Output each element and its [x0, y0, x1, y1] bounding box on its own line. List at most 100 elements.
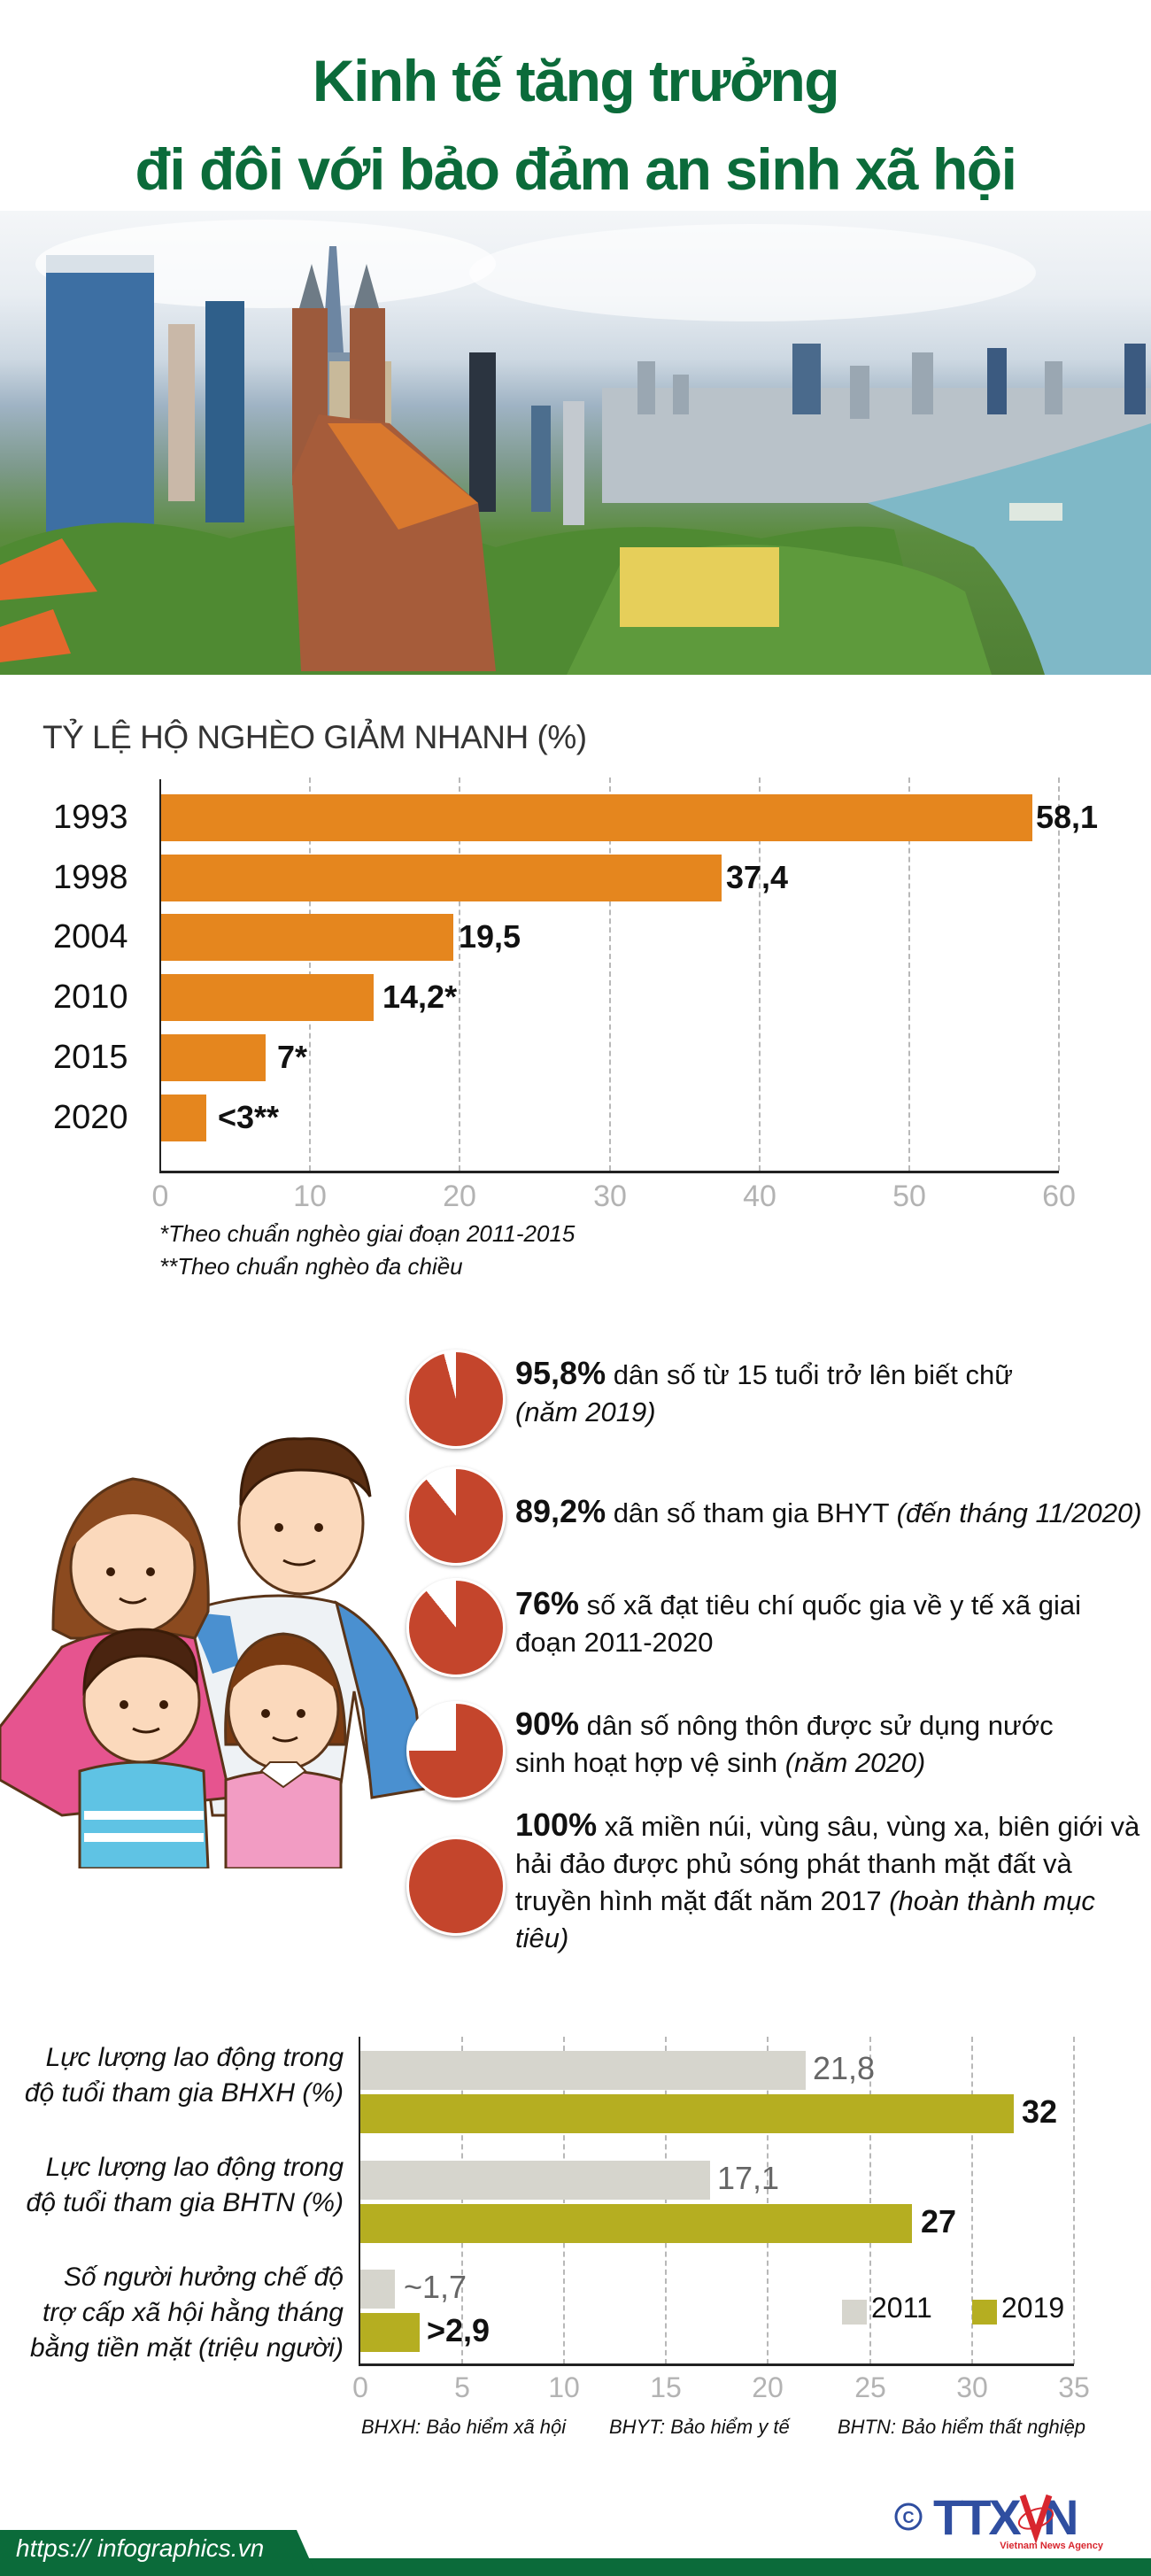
bar-welfare-2019: [360, 2313, 420, 2352]
x-tick: 30: [593, 1180, 627, 1213]
value-label: 7*: [277, 1039, 308, 1075]
value-label-2019: 27: [921, 2203, 957, 2239]
gridline-20: [767, 2037, 769, 2364]
bar-1998: [161, 855, 722, 901]
stat-note: (năm 2019): [515, 1396, 656, 1427]
bar-2015: [161, 1034, 266, 1081]
footnote-2: **Theo chuẩn nghèo đa chiều: [159, 1253, 463, 1280]
x-tick: 60: [1042, 1180, 1076, 1213]
page-title-line2: đi đôi với bảo đảm an sinh xã hội: [135, 136, 1017, 202]
gridline-10: [563, 2037, 565, 2364]
poverty-chart-title: TỶ LỆ HỘ NGHÈO GIẢM NHANH (%): [42, 719, 587, 755]
x-tick: 40: [743, 1180, 776, 1213]
pie-chart-broadcast-coverage: [406, 1837, 506, 1936]
legend-label-2019: 2019: [1001, 2292, 1065, 2324]
footer-url-link[interactable]: https:// infographics.vn: [16, 2534, 265, 2562]
year-label: 2010: [53, 979, 128, 1016]
bar-bhxh-2011: [360, 2051, 806, 2090]
stat-note: (đến tháng 11/2020): [896, 1497, 1142, 1528]
page-title-line1: Kinh tế tăng trưởng: [312, 48, 840, 113]
copyright-icon: [894, 2503, 923, 2531]
value-label-2019: 32: [1022, 2093, 1058, 2130]
family-illustration: [0, 1437, 425, 1868]
value-label-2019: >2,9: [427, 2312, 491, 2348]
gridline-30: [609, 777, 611, 1171]
gridline-50: [908, 777, 910, 1171]
footnote-1: *Theo chuẩn nghèo giai đoạn 2011-2015: [159, 1220, 576, 1247]
pie-chart-literacy: [406, 1350, 506, 1449]
x-tick: 30: [956, 2371, 988, 2403]
gridline-25: [869, 2037, 871, 2364]
value-label: 14,2*: [382, 979, 458, 1015]
bar-1993: [161, 794, 1032, 841]
insurance-y-axis: [359, 2037, 360, 2366]
gridline-60: [1058, 777, 1060, 1171]
gridline-15: [665, 2037, 667, 2364]
stat-percent: 90%: [515, 1706, 580, 1742]
stat-note: (hoàn thành mục tiêu): [515, 1885, 1095, 1953]
insurance-x-axis: [359, 2363, 1074, 2366]
abbreviation-bhxh: BHXH: Bảo hiểm xã hội: [361, 2416, 567, 2438]
gridline-30: [971, 2037, 973, 2364]
x-tick: 15: [650, 2371, 682, 2403]
gridline-35: [1073, 2037, 1075, 2364]
category-label-bhxh: Lực lượng lao động trong độ tuổi tham gi…: [24, 2043, 344, 2108]
svg-text:TTX: TTX: [933, 2489, 1021, 2545]
pie-chart-commune-health: [406, 1578, 506, 1677]
stat-text: dân số nông thôn được sử dụng nước sinh …: [515, 1710, 1054, 1778]
poverty-x-axis: [159, 1171, 1059, 1173]
bar-bhtn-2011: [360, 2161, 710, 2200]
stat-health-insurance: 89,2% dân số tham gia BHYT (đến tháng 11…: [515, 1493, 1151, 1532]
bar-2020: [161, 1095, 206, 1141]
pie-chart-clean-water: [406, 1701, 506, 1800]
x-tick: 20: [752, 2371, 784, 2403]
value-label: 37,4: [726, 859, 789, 895]
stat-percent: 100%: [515, 1806, 598, 1843]
stat-literacy: 95,8% dân số từ 15 tuổi trở lên biết chữ…: [515, 1355, 1135, 1431]
skyline-illustration: [0, 220, 1151, 675]
value-label-2011: 21,8: [813, 2050, 876, 2086]
x-tick: 50: [892, 1180, 926, 1213]
x-tick: 20: [443, 1180, 476, 1213]
year-label: 2015: [53, 1039, 128, 1076]
value-label: <3**: [218, 1099, 280, 1135]
abbreviation-bhtn: BHTN: Bảo hiểm thất nghiệp: [838, 2416, 1086, 2438]
category-label-welfare: Số người hưởng chế độ trợ cấp xã hội hằn…: [30, 2263, 344, 2363]
x-tick: 0: [151, 1180, 169, 1213]
stat-text: dân số từ 15 tuổi trở lên biết chữ: [606, 1359, 1013, 1390]
year-label: 1993: [53, 799, 128, 836]
x-tick: 10: [548, 2371, 580, 2403]
footer-url-tab: [0, 2530, 317, 2576]
x-tick: 5: [454, 2371, 470, 2403]
city-skyline-photo: [0, 211, 1151, 675]
stat-note: (năm 2020): [784, 1747, 926, 1778]
bar-welfare-2011: [360, 2270, 395, 2309]
year-label: 2004: [53, 918, 128, 955]
year-label: 2020: [53, 1099, 128, 1136]
x-tick: 25: [854, 2371, 886, 2403]
svg-text:C: C: [903, 2509, 915, 2526]
gridline-5: [461, 2037, 463, 2364]
category-label-bhtn: Lực lượng lao động trong độ tuổi tham gi…: [26, 2153, 344, 2217]
stat-text: dân số tham gia BHYT: [606, 1497, 897, 1528]
value-label: 19,5: [459, 918, 521, 955]
year-label: 1998: [53, 859, 128, 896]
x-tick: 35: [1058, 2371, 1090, 2403]
stat-clean-water: 90% dân số nông thôn được sử dụng nước s…: [515, 1706, 1064, 1782]
poverty-y-axis: [159, 779, 161, 1172]
value-label-2011: ~1,7: [404, 2269, 467, 2305]
stat-percent: 76%: [515, 1585, 580, 1621]
bar-bhxh-2019: [360, 2094, 1014, 2133]
bar-2010: [161, 974, 374, 1021]
value-label: 58,1: [1036, 799, 1099, 835]
stat-commune-health: 76% số xã đạt tiêu chí quốc gia về y tế …: [515, 1585, 1100, 1661]
gridline-40: [759, 777, 761, 1171]
ttxvn-logo: C TTX N Vietnam News Agency: [894, 2489, 1104, 2551]
stat-broadcast-coverage: 100% xã miền núi, vùng sâu, vùng xa, biê…: [515, 1806, 1148, 1957]
x-tick: 0: [352, 2371, 368, 2403]
stat-percent: 89,2%: [515, 1493, 606, 1529]
pie-chart-health-insurance: [406, 1466, 506, 1566]
legend-label-2011: 2011: [871, 2292, 932, 2324]
gridline-20: [459, 777, 460, 1171]
bar-bhtn-2019: [360, 2204, 912, 2243]
